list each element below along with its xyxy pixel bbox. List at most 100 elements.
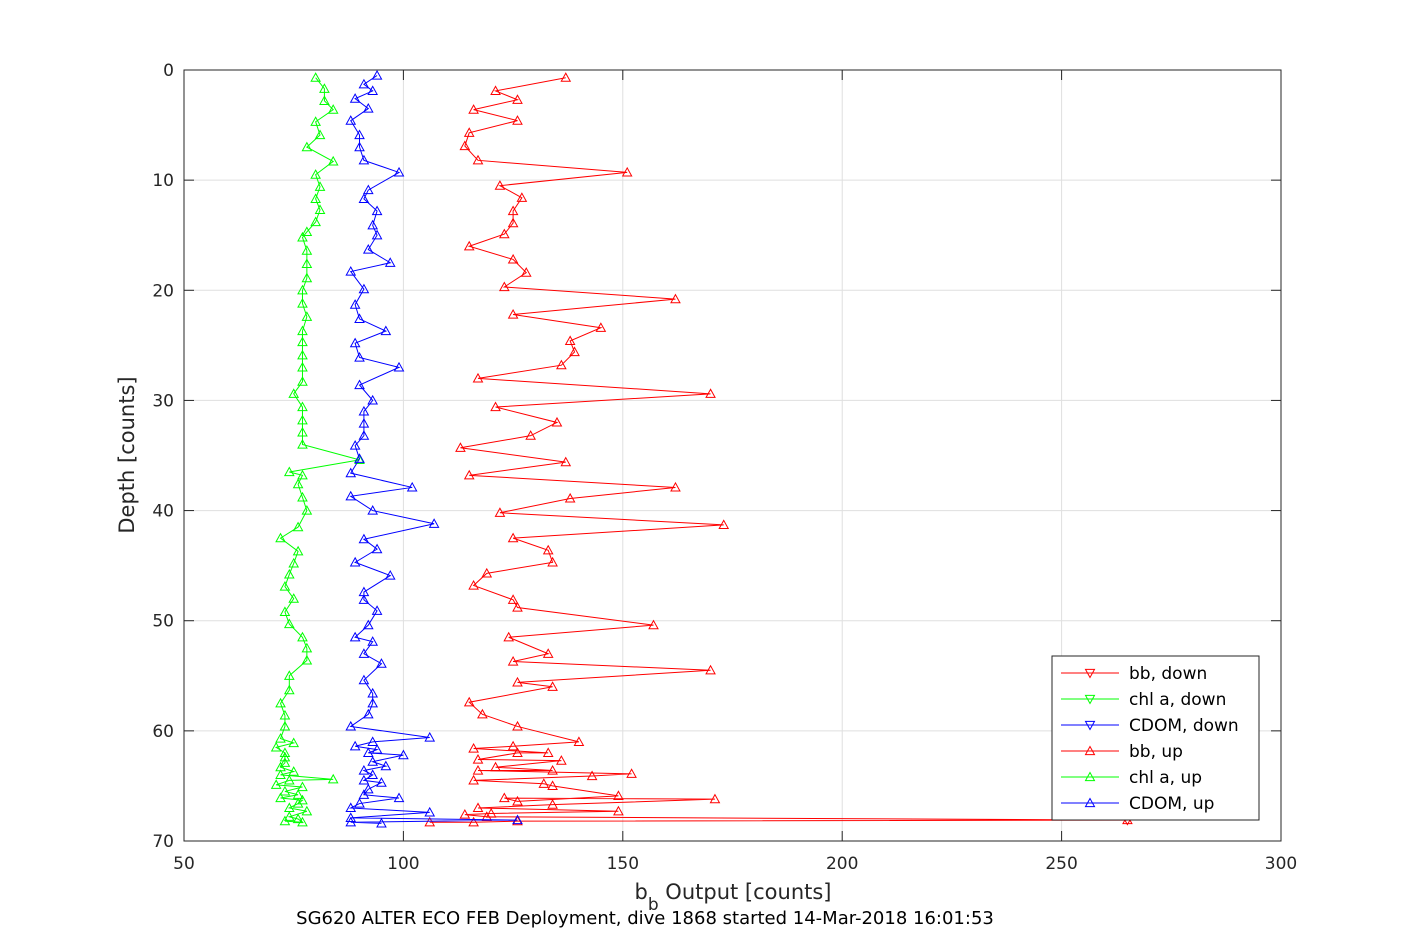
data-point — [490, 401, 501, 412]
legend: bb, down chl a, down CDOM, down bb, up chl a… — [1051, 655, 1260, 821]
data-point — [512, 676, 523, 687]
data-point — [292, 545, 304, 556]
data-point — [310, 116, 321, 126]
data-point — [512, 720, 523, 731]
data-point — [358, 154, 370, 165]
data-point — [459, 809, 471, 819]
data-point — [367, 756, 379, 766]
data-point — [455, 442, 466, 452]
data-point — [367, 687, 379, 698]
data-point — [358, 594, 370, 604]
y-tick-label: 70 — [152, 832, 174, 852]
data-point — [349, 337, 361, 348]
data-point — [270, 741, 282, 752]
data-point — [538, 778, 550, 788]
series-chl-a-up — [270, 72, 365, 827]
data-point — [468, 816, 479, 827]
data-point — [520, 267, 532, 277]
data-point — [468, 104, 479, 114]
data-point — [297, 376, 308, 386]
x-axis-title-main: b — [634, 880, 647, 904]
data-point — [301, 642, 313, 653]
data-point — [297, 336, 308, 347]
data-point — [512, 815, 523, 826]
data-point — [507, 532, 519, 543]
data-point — [301, 272, 313, 283]
data-point — [362, 708, 374, 719]
data-point — [319, 95, 330, 105]
data-point — [292, 521, 304, 532]
data-point — [485, 807, 497, 818]
data-point — [477, 708, 488, 719]
data-point — [507, 740, 519, 751]
y-tick-label: 20 — [152, 281, 174, 301]
data-point — [354, 798, 365, 808]
data-point — [314, 204, 326, 214]
data-point — [371, 744, 383, 754]
data-point — [314, 129, 326, 140]
series-cdom-up — [345, 69, 523, 828]
data-point — [424, 731, 436, 742]
legend-item-chl-a-down: chl a, down — [1061, 690, 1226, 710]
data-point — [292, 798, 304, 808]
data-point — [424, 816, 436, 827]
data-point — [349, 93, 361, 103]
data-point — [376, 658, 387, 668]
data-point — [393, 166, 405, 177]
data-point — [279, 785, 291, 796]
data-point — [354, 453, 365, 463]
legend-marker — [1084, 771, 1096, 782]
data-point — [301, 311, 313, 321]
data-point — [297, 414, 308, 425]
series-line-cdom-up — [348, 75, 518, 824]
x-tick-label: 100 — [387, 854, 419, 874]
data-point — [297, 325, 308, 336]
data-point — [362, 619, 374, 630]
x-axis-title-rest: Output [counts] — [659, 880, 832, 904]
data-point — [279, 606, 291, 617]
legend-item-chl-a-up: chl a, up — [1061, 768, 1202, 788]
data-point — [275, 697, 286, 708]
x-tick-label: 250 — [1045, 854, 1077, 874]
data-point — [297, 284, 308, 295]
data-point — [507, 205, 519, 216]
data-point — [595, 322, 607, 332]
data-point — [345, 115, 357, 125]
data-point — [569, 346, 580, 357]
data-point — [564, 335, 576, 346]
data-point — [362, 103, 374, 113]
data-point — [354, 141, 365, 152]
x-tick-label: 200 — [826, 854, 858, 874]
data-point — [349, 740, 361, 751]
data-point — [279, 747, 291, 757]
data-point — [297, 349, 308, 360]
x-tick-label: 150 — [607, 854, 639, 874]
data-point — [345, 266, 357, 276]
data-point — [512, 94, 523, 104]
data-point — [362, 184, 374, 195]
data-point — [424, 806, 436, 817]
data-point — [516, 192, 528, 202]
data-point — [490, 761, 501, 772]
data-point — [283, 684, 295, 695]
data-point — [358, 418, 370, 428]
data-point — [301, 226, 313, 237]
data-point — [292, 789, 304, 799]
data-point — [345, 720, 357, 731]
x-axis-title: bb Output [counts] — [634, 880, 831, 915]
data-point — [626, 768, 637, 778]
data-point — [358, 586, 370, 597]
data-point — [560, 456, 572, 467]
data-point — [345, 467, 357, 478]
data-point — [358, 283, 370, 294]
data-point — [556, 755, 567, 765]
data-point — [463, 696, 475, 707]
data-point — [463, 469, 475, 480]
legend-box — [1051, 655, 1260, 821]
data-point — [507, 594, 519, 604]
data-point — [371, 543, 383, 554]
data-point — [613, 805, 624, 816]
data-point — [358, 789, 370, 799]
data-point — [275, 792, 286, 803]
data-point — [468, 774, 479, 785]
